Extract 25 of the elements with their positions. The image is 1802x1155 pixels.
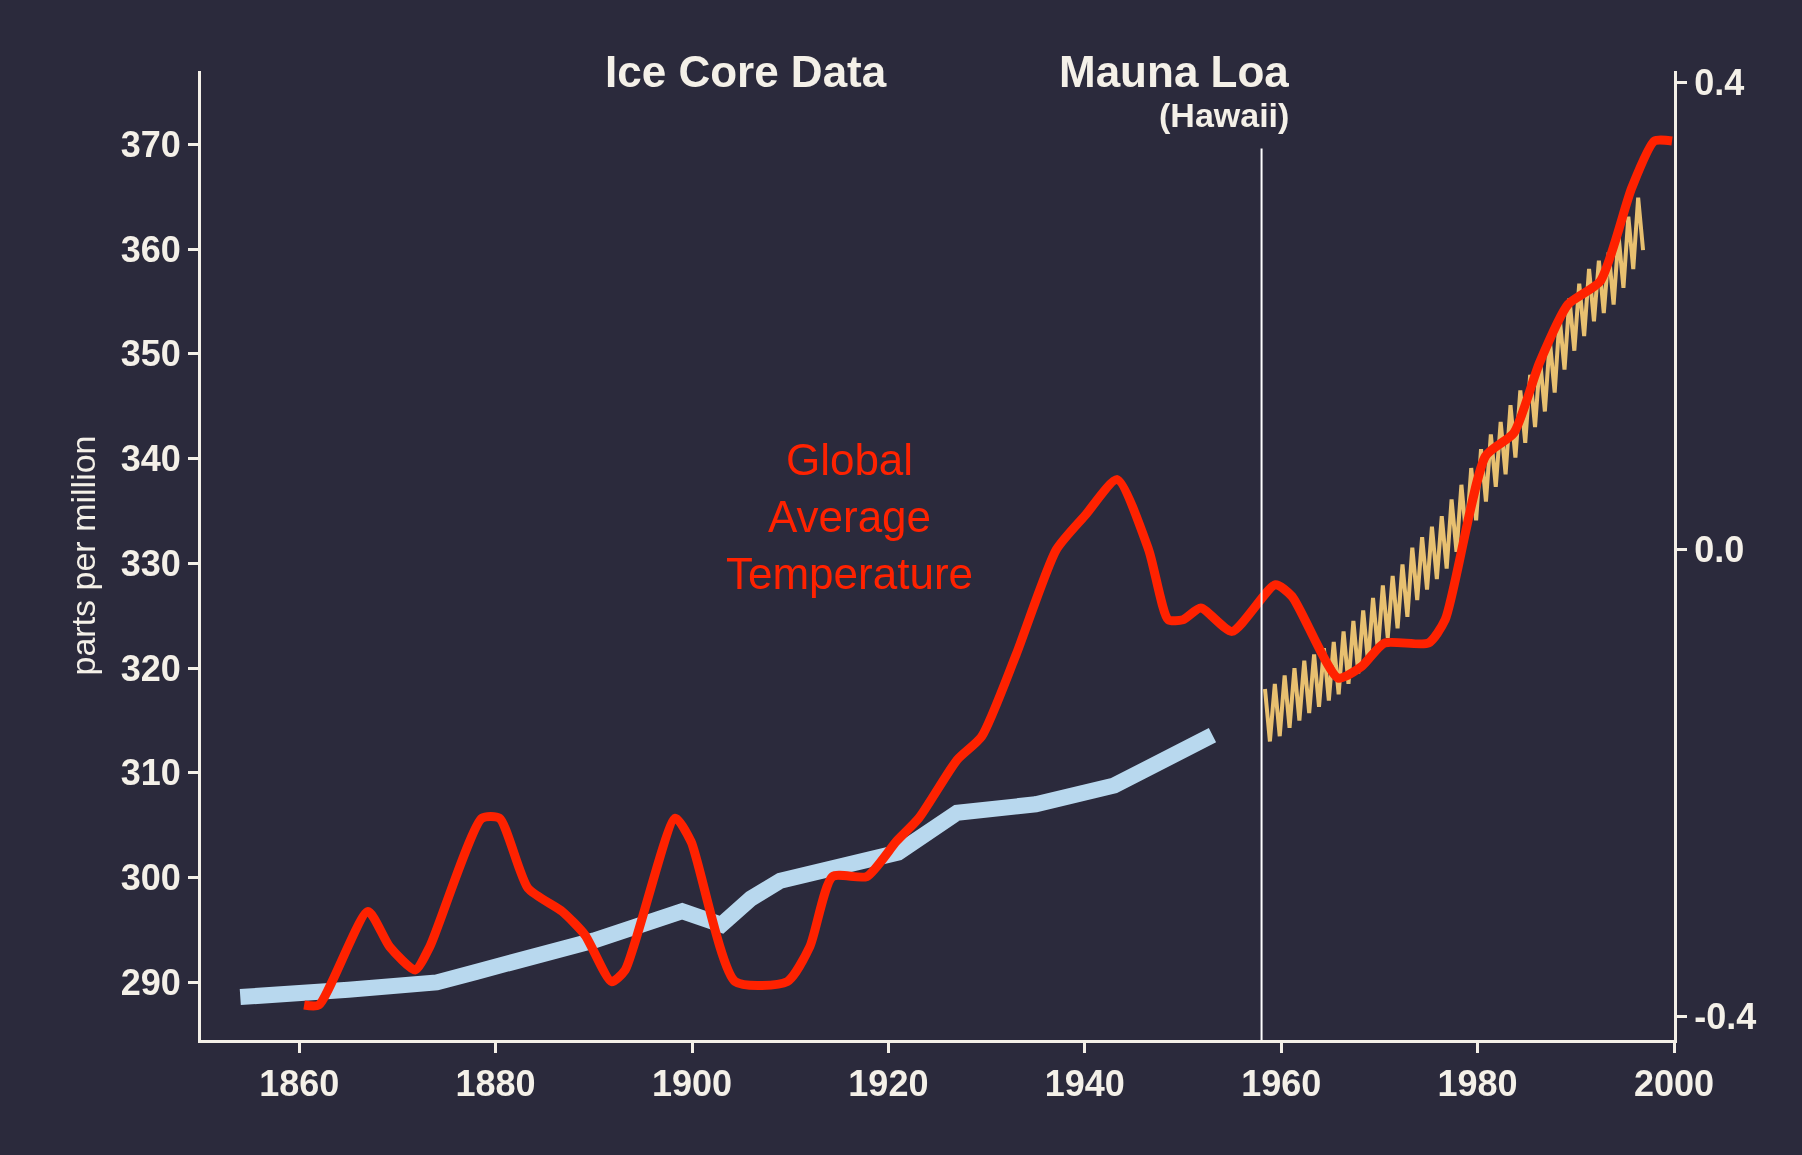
y-tick-label: 350 [120, 333, 181, 375]
y-tick-label: 300 [120, 857, 181, 899]
y-tick-label: 330 [120, 542, 181, 584]
annotation: Mauna Loa [1059, 47, 1290, 96]
y-tick-label: 310 [120, 752, 181, 794]
y-tick-label: 320 [120, 647, 181, 689]
series-label: Global Average Temperature [726, 435, 974, 599]
x-tick-label: 1940 [1044, 1063, 1125, 1105]
x-tick-label: 1960 [1241, 1063, 1322, 1105]
x-tick-label: 1860 [259, 1063, 340, 1105]
y-tick-label: 360 [120, 228, 181, 270]
y2-tick-label: 0.4 [1694, 62, 1745, 104]
annotation: (Hawaii) [1159, 96, 1290, 134]
x-tick-label: 1880 [455, 1063, 536, 1105]
y-tick-label: 290 [120, 961, 181, 1003]
x-tick-label: 2000 [1633, 1063, 1715, 1105]
y2-tick-label: -0.4 [1694, 996, 1757, 1038]
y-tick-label: 370 [120, 123, 181, 165]
y2-tick-label: 0.0 [1694, 529, 1745, 571]
x-tick-label: 1980 [1437, 1063, 1518, 1105]
x-tick-label: 1920 [848, 1063, 929, 1105]
x-tick-label: 1900 [651, 1063, 733, 1105]
y-tick-label: 340 [120, 438, 181, 480]
annotation: Ice Core Data [605, 47, 887, 96]
y-axis-title: parts per million [64, 435, 103, 676]
